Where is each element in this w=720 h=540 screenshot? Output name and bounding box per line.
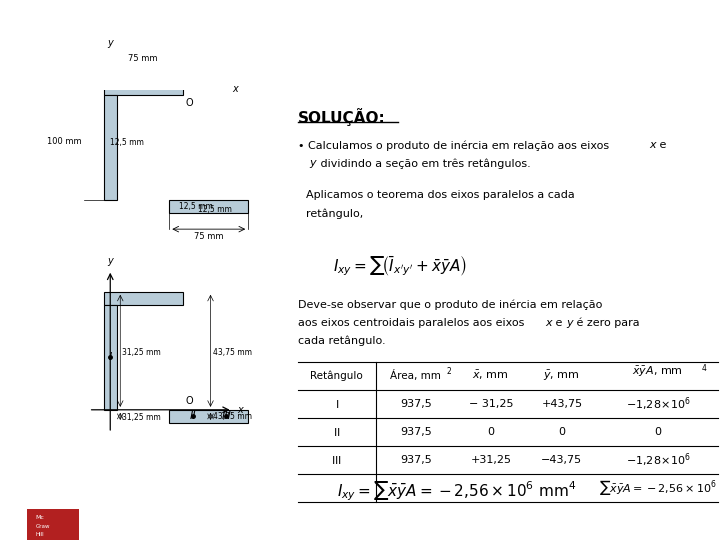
Text: y: y (310, 158, 316, 168)
Text: 31,25 mm: 31,25 mm (122, 413, 161, 422)
Bar (104, 95, 117, 200)
Text: © 2010 The McGraw-Hill Companies, Inc. All rights reserved.: © 2010 The McGraw-Hill Companies, Inc. A… (86, 520, 342, 529)
Text: dividindo a seção em três retângulos.: dividindo a seção em três retângulos. (317, 158, 531, 168)
Text: retângulo,: retângulo, (305, 208, 363, 219)
Text: $\bar{y}$, mm: $\bar{y}$, mm (544, 369, 580, 383)
Text: • Calculamos o produto de inércia em relação aos eixos: • Calculamos o produto de inércia em rel… (297, 140, 612, 151)
Text: Aplicamos o teorema dos eixos paralelos a cada: Aplicamos o teorema dos eixos paralelos … (305, 190, 575, 200)
Text: Retângulo: Retângulo (310, 370, 363, 381)
Text: Área, mm: Área, mm (390, 370, 441, 381)
Text: Mc: Mc (36, 515, 45, 520)
Text: I: I (109, 353, 112, 362)
Text: x: x (238, 405, 243, 415)
Text: $I_{xy} = \sum \bar{x}\bar{y}A = -2{,}56 \times 10^6\ \mathrm{mm}^4$: $I_{xy} = \sum \bar{x}\bar{y}A = -2{,}56… (337, 480, 577, 503)
Text: 75 mm: 75 mm (128, 54, 158, 63)
Text: y: y (107, 256, 113, 266)
Text: 0: 0 (654, 427, 662, 437)
Text: O: O (186, 98, 193, 108)
Bar (104, 82, 182, 95)
Text: 937,5: 937,5 (400, 427, 431, 437)
Text: e: e (552, 318, 566, 328)
Text: Hill: Hill (36, 532, 45, 537)
Text: 937,5: 937,5 (400, 399, 431, 409)
Text: 100 mm: 100 mm (47, 137, 81, 146)
Bar (169, 410, 248, 423)
Text: $-1{,}28\!\times\!10^6$: $-1{,}28\!\times\!10^6$ (626, 395, 690, 413)
Text: 9 -  27: 9 - 27 (670, 518, 710, 531)
Text: Nona
Edição: Nona Edição (8, 22, 19, 43)
Text: ◄: ◄ (10, 387, 17, 396)
Text: x: x (649, 140, 655, 150)
Text: ▶: ▶ (10, 320, 17, 329)
Text: 0: 0 (558, 427, 565, 437)
Text: cada retângulo.: cada retângulo. (297, 336, 385, 346)
Text: SOLUÇÃO:: SOLUÇÃO: (297, 108, 385, 126)
Text: ◄: ◄ (10, 253, 17, 262)
Bar (169, 200, 248, 213)
Text: 75 mm: 75 mm (194, 232, 223, 241)
Text: 43,75 mm: 43,75 mm (212, 412, 251, 421)
Text: ⌂: ⌂ (11, 186, 17, 195)
Text: −43,75: −43,75 (541, 455, 582, 465)
Text: Mecânica Vetorial Para Engenheiros: Estática: Mecânica Vetorial Para Engenheiros: Está… (37, 17, 641, 43)
Text: y: y (566, 318, 572, 328)
Bar (104, 292, 182, 305)
Text: 12,5 mm: 12,5 mm (198, 205, 232, 214)
Text: Deve-se observar que o produto de inércia em relação: Deve-se observar que o produto de inérci… (297, 300, 602, 310)
Bar (104, 305, 117, 410)
Text: 4: 4 (701, 363, 706, 373)
Text: $\bar{x}\bar{y}A$, mm: $\bar{x}\bar{y}A$, mm (632, 364, 683, 379)
Bar (27, 509, 79, 540)
Text: $\mathrm{II}$: $\mathrm{II}$ (333, 426, 341, 438)
Text: O: O (186, 396, 193, 406)
Text: $\mathrm{I}$: $\mathrm{I}$ (335, 398, 338, 410)
Text: ◄: ◄ (10, 454, 17, 463)
Text: $\mathrm{III}$: $\mathrm{III}$ (331, 454, 342, 465)
Text: é zero para: é zero para (573, 318, 639, 328)
Text: 937,5: 937,5 (400, 455, 431, 465)
Text: y: y (107, 38, 113, 48)
Text: − 31,25: − 31,25 (469, 399, 513, 409)
Text: x: x (545, 318, 552, 328)
Text: II: II (190, 411, 197, 421)
Text: 43,75 mm: 43,75 mm (212, 348, 251, 356)
Text: $\sum \bar{x}\bar{y}A = -2{,}56\times10^6$: $\sum \bar{x}\bar{y}A = -2{,}56\times10^… (599, 478, 717, 497)
Text: 12,5 mm: 12,5 mm (179, 202, 213, 211)
Text: aos eixos centroidais paralelos aos eixos: aos eixos centroidais paralelos aos eixo… (297, 318, 528, 328)
Text: e: e (656, 140, 666, 150)
Text: 12,5 mm: 12,5 mm (110, 138, 144, 147)
Text: 2: 2 (446, 367, 451, 376)
Text: +43,75: +43,75 (541, 399, 582, 409)
Text: III: III (221, 411, 231, 421)
Text: Problema Resolvido 9. 7: Problema Resolvido 9. 7 (36, 66, 263, 84)
Text: $I_{xy} = \sum\!\left(\bar{I}_{x^{\prime}y^{\prime}} + \bar{x}\bar{y}A\right)$: $I_{xy} = \sum\!\left(\bar{I}_{x^{\prime… (333, 253, 467, 278)
Text: +31,25: +31,25 (470, 455, 511, 465)
Text: Graw: Graw (36, 524, 50, 529)
Text: $\bar{x}$, mm: $\bar{x}$, mm (472, 369, 509, 382)
Text: 0: 0 (487, 427, 495, 437)
Text: x: x (233, 84, 238, 93)
Text: 31,25 mm: 31,25 mm (122, 348, 161, 356)
Text: $-1{,}28\!\times\!10^6$: $-1{,}28\!\times\!10^6$ (626, 451, 690, 469)
